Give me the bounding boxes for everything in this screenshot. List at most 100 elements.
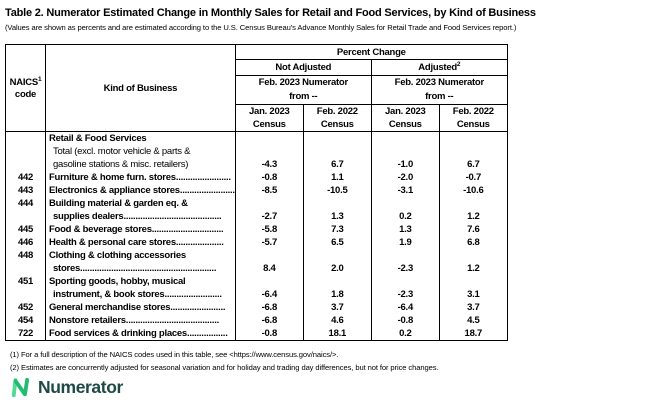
adjusted-footnote-marker: 2	[456, 61, 461, 69]
col-header-na-feb2022: Feb. 2022 Census	[302, 104, 372, 132]
business-label-cell: Food services & drinking places.........…	[45, 327, 236, 341]
value-cell: -0.7	[438, 171, 508, 184]
sales-change-table: NAICS1 code Kind of Business Percent Cha…	[5, 44, 508, 341]
value-cell: 7.3	[302, 223, 372, 236]
not-adjusted-header: Not Adjusted	[234, 59, 372, 76]
col-header-adj-jan2023: Jan. 2023 Census	[370, 104, 440, 132]
value-cell: -6.8	[234, 314, 304, 327]
not-adjusted-numerator-header: Feb. 2023 Numerator from --	[234, 75, 372, 105]
value-cell: -0.8	[234, 327, 304, 341]
footnotes: (1) For a full description of the NAICS …	[10, 350, 652, 372]
business-label-cell: Electronics & appliance stores..........…	[45, 184, 236, 197]
value-cell: -2.3	[370, 249, 440, 275]
business-label-cell: Nonstore retailers......................…	[45, 314, 236, 327]
business-label-cell: Sporting goods, hobby, musical instrument…	[45, 275, 236, 301]
table-row: 722 Food services & drinking places......…	[5, 327, 508, 341]
value-cell: -8.5	[234, 184, 304, 197]
value-cell: -1.0	[370, 131, 440, 171]
naics-code-cell: 452	[5, 301, 46, 314]
value-cell: -0.8	[234, 171, 304, 184]
value-cell: 1.3	[370, 223, 440, 236]
percent-change-header: Percent Change	[234, 44, 508, 60]
value-cell: 3.1	[438, 275, 508, 301]
naics-code-cell: 442	[5, 171, 46, 184]
value-cell: 2.0	[302, 249, 372, 275]
adjusted-numerator-header: Feb. 2023 Numerator from --	[370, 75, 508, 105]
table-row: 454 Nonstore retailers...................…	[5, 314, 508, 327]
value-cell: 18.7	[438, 327, 508, 341]
value-cell: 1.3	[302, 197, 372, 223]
value-cell: -2.7	[234, 197, 304, 223]
value-cell: -6.4	[370, 301, 440, 314]
value-cell: -10.6	[438, 184, 508, 197]
footnote-2: (2) Estimates are concurrently adjusted …	[10, 363, 439, 372]
table-row: 451 Sporting goods, hobby, musical instrum…	[5, 275, 508, 301]
naics-footnote-marker: 1	[37, 76, 42, 84]
table-row: 445 Food & beverage stores...............…	[5, 223, 508, 236]
naics-code-cell: 451	[5, 275, 46, 301]
business-label-cell: Food & beverage stores..................…	[45, 223, 236, 236]
table-row: 444 Building material & garden eq. & suppl…	[5, 197, 508, 223]
table-row: 452 General merchandise stores...........…	[5, 301, 508, 314]
table-body: Retail & Food Services Total (excl. motor…	[5, 131, 508, 341]
value-cell: 6.8	[438, 236, 508, 249]
value-cell: 0.2	[370, 197, 440, 223]
value-cell: 3.7	[438, 301, 508, 314]
kind-of-business-header: Kind of Business	[45, 44, 236, 132]
table-row: 446 Health & personal care stores........…	[5, 236, 508, 249]
business-label-cell: Furniture & home furn. stores...........…	[45, 171, 236, 184]
value-cell: 4.6	[302, 314, 372, 327]
numerator-logo: Numerator	[9, 376, 123, 398]
naics-code-cell: 448	[5, 249, 46, 275]
business-label-cell: Building material & garden eq. & supplies…	[45, 197, 236, 223]
value-cell: 0.2	[370, 327, 440, 341]
table-row: 448 Clothing & clothing accessories stores…	[5, 249, 508, 275]
value-cell: -6.8	[234, 301, 304, 314]
value-cell: -3.1	[370, 184, 440, 197]
value-cell: -4.3	[234, 131, 304, 171]
value-cell: 1.9	[370, 236, 440, 249]
value-cell: -2.3	[370, 275, 440, 301]
naics-code-cell: 443	[5, 184, 46, 197]
value-cell: 7.6	[438, 223, 508, 236]
col-header-na-jan2023: Jan. 2023 Census	[234, 104, 304, 132]
value-cell: -0.8	[370, 314, 440, 327]
value-cell: -10.5	[302, 184, 372, 197]
value-cell: 18.1	[302, 327, 372, 341]
table-subtitle: (Values are shown as percents and are es…	[5, 23, 517, 32]
naics-code-cell	[5, 131, 46, 171]
naics-code-cell: 454	[5, 314, 46, 327]
col-header-adj-feb2022: Feb. 2022 Census	[438, 104, 508, 132]
business-label-cell: General merchandise stores..............…	[45, 301, 236, 314]
naics-code-header: NAICS1 code	[5, 44, 46, 132]
value-cell: 6.5	[302, 236, 372, 249]
adjusted-header: Adjusted2	[370, 59, 508, 76]
value-cell: 3.7	[302, 301, 372, 314]
table-row: Retail & Food Services Total (excl. motor…	[5, 131, 508, 171]
value-cell: 1.1	[302, 171, 372, 184]
naics-code-cell: 445	[5, 223, 46, 236]
table-title: Table 2. Numerator Estimated Change in M…	[5, 7, 536, 19]
value-cell: -2.0	[370, 171, 440, 184]
naics-code-cell: 722	[5, 327, 46, 341]
footnote-1: (1) For a full description of the NAICS …	[10, 350, 339, 359]
table-row: 442 Furniture & home furn. stores........…	[5, 171, 508, 184]
value-cell: -6.4	[234, 275, 304, 301]
business-label-cell: Retail & Food Services Total (excl. motor…	[45, 131, 236, 171]
numerator-n-icon	[11, 377, 30, 398]
value-cell: 1.2	[438, 197, 508, 223]
value-cell: -5.8	[234, 223, 304, 236]
value-cell: 1.2	[438, 249, 508, 275]
value-cell: 6.7	[438, 131, 508, 171]
value-cell: 4.5	[438, 314, 508, 327]
value-cell: 1.8	[302, 275, 372, 301]
naics-code-cell: 444	[5, 197, 46, 223]
page: Table 2. Numerator Estimated Change in M…	[5, 7, 652, 372]
value-cell: 8.4	[234, 249, 304, 275]
numerator-logo-text: Numerator	[38, 376, 123, 397]
business-label-cell: Health & personal care stores...........…	[45, 236, 236, 249]
business-label-cell: Clothing & clothing accessories stores...…	[45, 249, 236, 275]
table-row: 443 Electronics & appliance stores.......…	[5, 184, 508, 197]
value-cell: -5.7	[234, 236, 304, 249]
value-cell: 6.7	[302, 131, 372, 171]
